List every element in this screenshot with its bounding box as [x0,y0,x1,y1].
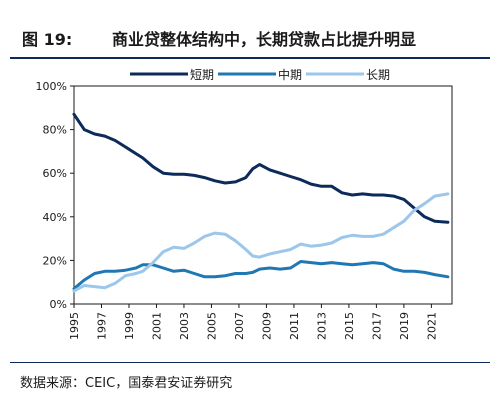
source-note: 数据来源：CEIC，国泰君安证券研究 [20,376,233,391]
figure-title: 商业贷整体结构中，长期贷款占比提升明显 [112,30,417,49]
x-tick-label: 2003 [178,312,191,340]
x-tick-label: 2017 [370,312,383,340]
legend-label: 中期 [278,67,302,82]
plot-frame [73,85,453,305]
x-tick-label: 2007 [233,312,246,340]
y-tick-label: 100% [36,80,67,93]
y-tick-label: 80% [43,124,67,137]
series-line-长期 [72,192,450,293]
y-tick-label: 60% [43,167,67,180]
header-rule [10,57,490,59]
x-tick-label: 2001 [150,312,163,340]
x-tick-label: 2019 [398,312,411,340]
figure-number: 图 19: [22,30,73,49]
series-line-中期 [72,260,450,291]
legend-label: 短期 [190,68,214,82]
x-tick-label: 2013 [315,312,328,340]
y-tick-label: 20% [43,254,67,267]
y-tick-label: 0% [50,298,67,311]
legend: 短期 中期 长期 [130,67,390,82]
x-tick-label: 2015 [343,312,356,340]
y-tick-label: 40% [43,211,67,224]
legend-label: 长期 [366,68,390,82]
x-tick-label: 2005 [205,312,218,340]
x-tick-label: 2021 [425,312,438,340]
x-tick-label: 1995 [68,312,81,340]
x-tick-label: 1997 [95,312,108,340]
x-tick-label: 2011 [288,312,301,340]
line-chart: 短期 中期 长期 0% 20% 40% 60% 80% 100% 1995 1997 1999 200… [36,67,453,340]
x-tick-label: 2009 [260,312,273,340]
figure-header: 图 19: 商业贷整体结构中，长期贷款占比提升明显 [0,0,500,58]
footer-rule [10,362,490,363]
series-line-短期 [72,112,450,224]
x-tick-label: 1999 [123,312,136,340]
plot-area: 0% 20% 40% 60% 80% 100% 1995 1997 1999 2001 2003 20… [36,80,453,340]
